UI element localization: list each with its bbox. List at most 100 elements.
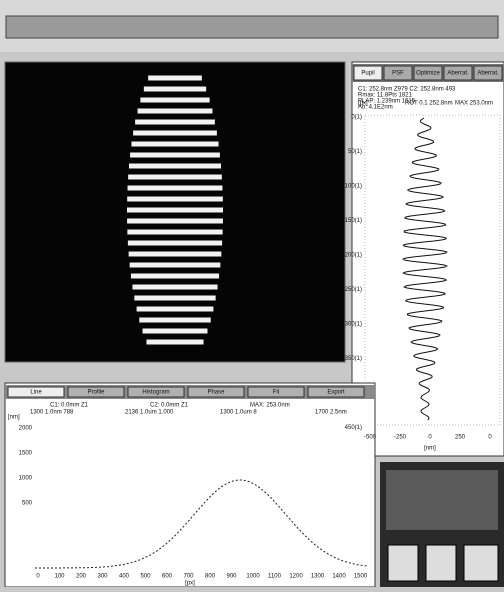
header-text: 2136 1.0um 1.000 [125, 410, 174, 416]
tab-label: Fit [273, 390, 280, 396]
fringe [127, 207, 223, 213]
tab-label: Aberrat. [447, 71, 469, 77]
header-text: C2: 0.0mm Z1 [150, 403, 189, 409]
fringe [131, 141, 219, 147]
horizontal-profile-curve [35, 479, 368, 569]
y-tick-label: 100(1) [345, 184, 362, 190]
axis-title: [nm] [424, 446, 436, 452]
fringe [130, 152, 220, 158]
y-tick-label: 150(1) [345, 218, 362, 224]
button[interactable] [463, 544, 499, 582]
control-group [386, 470, 498, 530]
x-tick-label: 700 [183, 574, 194, 580]
y-tick-label: 1500 [19, 451, 33, 457]
header-text: 1300 1.0um 8 [220, 410, 257, 416]
fringe [129, 262, 221, 268]
x-tick-label: 0 [428, 435, 432, 441]
x-tick-label: 300 [97, 574, 108, 580]
header-text: MAX: 253.0nm [250, 403, 290, 409]
x-tick-label: 0 [488, 435, 492, 441]
fringe [135, 119, 215, 125]
x-tick-label: 800 [205, 574, 216, 580]
x-tick-label: 1200 [289, 574, 303, 580]
fringe [146, 339, 204, 345]
fringe [127, 196, 223, 202]
tab[interactable] [473, 65, 503, 81]
fringe [127, 229, 223, 235]
legend-entry: ROT 0.1 252.8nm [405, 101, 453, 107]
x-tick-label: 1100 [268, 574, 282, 580]
x-tick-label: 100 [54, 574, 65, 580]
y-tick-label: 350(1) [345, 356, 362, 362]
x-tick-label: 1500 [354, 574, 368, 580]
x-tick-label: 1400 [332, 574, 346, 580]
tab-label: Line [30, 390, 42, 396]
x-tick-label: 1000 [246, 574, 260, 580]
legend-entry: MAX 253.0nm [455, 101, 493, 107]
axis-title: [nm] [8, 415, 20, 421]
y-tick-label: 500 [22, 501, 33, 507]
plot-frame [364, 114, 501, 426]
fringe [140, 97, 210, 103]
tab[interactable] [307, 386, 365, 398]
fringe [134, 295, 216, 301]
tab[interactable] [383, 65, 413, 81]
fringe [127, 240, 223, 246]
fringe [128, 251, 222, 257]
info-line: Ab: 4.1E2nm [358, 105, 393, 111]
tab[interactable] [127, 386, 185, 398]
tab[interactable] [7, 386, 65, 398]
header-text: 1300 1.0nm 788 [30, 410, 74, 416]
tab[interactable] [247, 386, 305, 398]
header-text: C1: 0.0mm Z1 [50, 403, 89, 409]
tab-label: Pupil [361, 71, 374, 77]
fringe [148, 75, 202, 81]
x-tick-label: -500 [364, 435, 377, 441]
x-tick-label: 500 [140, 574, 151, 580]
fringe [127, 185, 223, 191]
y-tick-label: 1000 [19, 476, 33, 482]
fringe [143, 86, 207, 92]
x-tick-label: 400 [119, 574, 130, 580]
button[interactable] [425, 544, 457, 582]
tab-label: Optimize [416, 71, 440, 77]
tab[interactable] [353, 65, 383, 81]
fringe [132, 284, 218, 290]
fringe [139, 317, 211, 323]
vertical-profile-curve [402, 117, 448, 421]
fringe [130, 273, 220, 279]
x-tick-label: -250 [394, 435, 407, 441]
x-tick-label: 900 [226, 574, 237, 580]
tab-label: Aberrat. [477, 71, 499, 77]
y-tick-label: 200(1) [345, 253, 362, 259]
fringe [142, 328, 208, 334]
tab-label: Phase [207, 390, 225, 396]
fringe [137, 108, 213, 114]
x-tick-label: 1300 [311, 574, 325, 580]
x-tick-label: 250 [455, 435, 466, 441]
tab-label: Histogram [142, 390, 169, 396]
header-text: 1700 2.5nm [315, 410, 347, 416]
fringe [128, 163, 222, 169]
vertical-profile-panel [351, 61, 504, 457]
info-line: C1: 252.8nm Z979 C2: 252.8nm 493 [358, 87, 456, 93]
tab-label: PSF [392, 71, 404, 77]
tab-label: Export [327, 390, 345, 396]
y-tick-label: 50(1) [348, 149, 362, 155]
y-tick-label: 0(1) [351, 115, 362, 121]
tab[interactable] [187, 386, 245, 398]
x-tick-label: 600 [162, 574, 173, 580]
y-tick-label: 250(1) [345, 287, 362, 293]
tab[interactable] [67, 386, 125, 398]
toolbar-strip [5, 15, 499, 39]
tab[interactable] [443, 65, 473, 81]
tab-label: Profile [87, 390, 105, 396]
info-line: Rmax: 11.8Pts 1821 [358, 93, 413, 99]
info-line: PLAP: 1.239nm 1615 [358, 99, 416, 105]
button[interactable] [387, 544, 419, 582]
tab[interactable] [413, 65, 443, 81]
axis-title: [px] [185, 581, 195, 587]
axis-title: [px] [358, 101, 368, 107]
y-tick-label: 300(1) [345, 322, 362, 328]
